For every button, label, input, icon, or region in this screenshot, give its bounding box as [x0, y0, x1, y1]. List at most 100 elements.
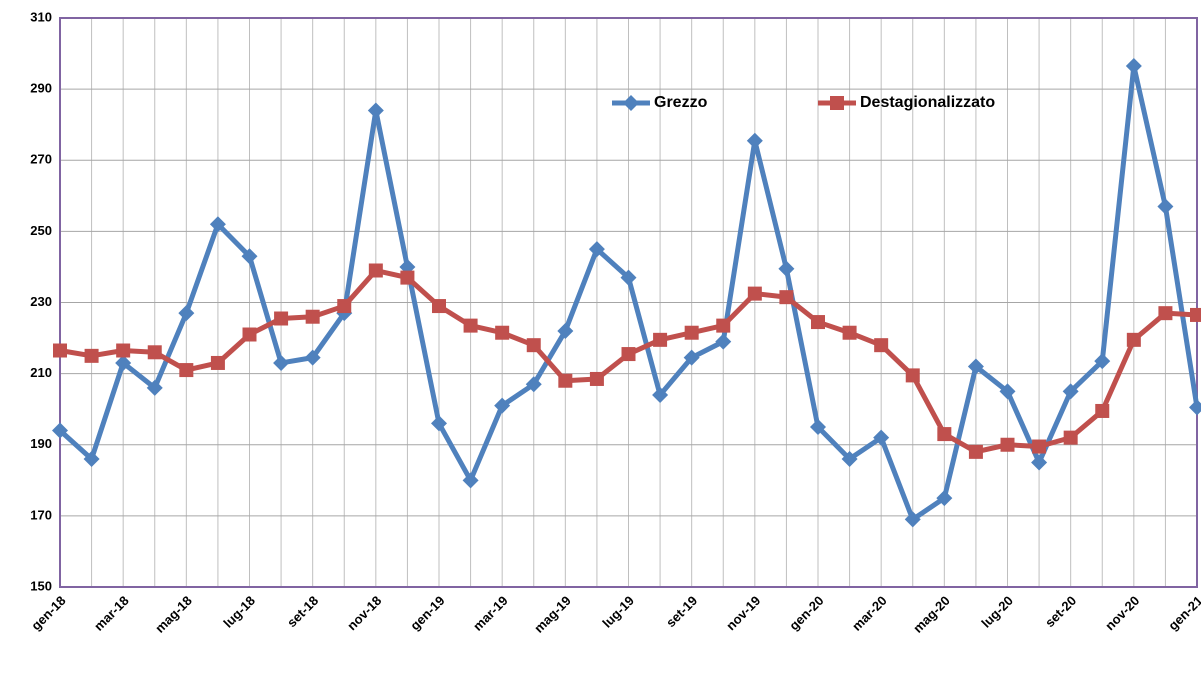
marker — [305, 309, 320, 324]
x-tick-label: gen-21 — [1165, 593, 1201, 633]
marker — [368, 263, 383, 278]
y-tick-label: 210 — [30, 365, 52, 380]
marker — [1094, 353, 1111, 370]
marker — [904, 511, 921, 528]
marker — [842, 325, 857, 340]
marker — [242, 327, 257, 342]
y-tick-label: 270 — [30, 152, 52, 167]
marker — [146, 379, 163, 396]
legend-label: Destagionalizzato — [860, 94, 995, 111]
y-tick-label: 150 — [30, 578, 52, 593]
marker — [1125, 58, 1142, 75]
y-tick-label: 310 — [30, 9, 52, 24]
marker — [652, 386, 669, 403]
marker — [589, 371, 604, 386]
marker — [683, 349, 700, 366]
marker — [53, 343, 67, 358]
marker — [1126, 332, 1141, 347]
marker — [778, 260, 795, 277]
marker — [115, 354, 132, 371]
marker — [178, 305, 195, 322]
marker — [841, 450, 858, 467]
x-tick-label: mag-20 — [910, 593, 953, 636]
marker — [620, 269, 637, 286]
marker — [588, 241, 605, 258]
marker — [937, 427, 952, 442]
x-tick-label: lug-18 — [220, 593, 258, 631]
x-tick-label: gen-19 — [407, 593, 447, 633]
marker — [811, 315, 825, 330]
marker — [84, 348, 99, 363]
marker — [495, 325, 510, 340]
marker — [210, 355, 225, 370]
marker — [810, 418, 826, 435]
x-tick-label: nov-18 — [344, 593, 384, 633]
marker — [746, 132, 763, 149]
marker — [558, 373, 573, 388]
marker — [52, 422, 68, 439]
marker — [179, 363, 194, 378]
marker — [873, 429, 890, 446]
x-tick-label: lug-19 — [599, 593, 637, 631]
marker — [1190, 307, 1201, 322]
marker — [274, 311, 289, 326]
marker — [1032, 439, 1047, 454]
marker — [747, 286, 762, 301]
y-tick-label: 230 — [30, 294, 52, 309]
marker — [241, 248, 258, 265]
marker — [1063, 430, 1078, 445]
marker — [526, 338, 541, 353]
marker — [525, 376, 542, 393]
marker — [905, 368, 920, 383]
marker — [431, 415, 447, 432]
y-tick-label: 290 — [30, 81, 52, 96]
marker — [116, 343, 131, 358]
marker — [1095, 403, 1110, 418]
x-tick-label: gen-18 — [28, 593, 68, 633]
marker — [557, 322, 574, 339]
marker — [432, 299, 446, 314]
marker — [337, 299, 352, 314]
marker — [304, 349, 321, 366]
x-tick-label: mar-20 — [849, 593, 890, 634]
legend-label: Grezzo — [654, 94, 708, 111]
marker — [779, 290, 794, 305]
x-tick-label: mar-19 — [470, 593, 511, 634]
x-tick-label: set-20 — [1042, 593, 1079, 630]
x-tick-label: set-18 — [284, 593, 321, 630]
marker — [1189, 399, 1201, 416]
legend-marker — [623, 95, 639, 111]
marker — [209, 216, 226, 233]
y-tick-label: 250 — [30, 223, 52, 238]
plot-border — [59, 17, 1198, 588]
x-tick-label: lug-20 — [978, 593, 1016, 631]
marker — [273, 354, 290, 371]
marker — [936, 490, 953, 507]
y-tick-label: 190 — [30, 436, 52, 451]
marker — [715, 333, 732, 350]
marker — [684, 325, 699, 340]
marker — [874, 338, 889, 353]
x-tick-label: nov-19 — [723, 593, 763, 633]
marker — [968, 444, 983, 459]
marker — [400, 270, 415, 285]
marker — [621, 347, 636, 362]
marker — [653, 332, 668, 347]
x-tick-label: set-19 — [663, 593, 700, 630]
marker — [1062, 383, 1079, 400]
marker — [83, 450, 100, 467]
legend-marker — [830, 96, 844, 110]
x-tick-label: gen-20 — [786, 593, 826, 633]
marker — [367, 102, 384, 119]
x-tick-label: mag-18 — [152, 593, 195, 636]
marker — [967, 358, 984, 375]
marker — [999, 383, 1016, 400]
x-tick-label: mag-19 — [531, 593, 574, 636]
y-tick-label: 170 — [30, 507, 52, 522]
marker — [1158, 306, 1173, 321]
marker — [147, 345, 162, 360]
marker — [462, 472, 479, 489]
marker — [1031, 454, 1048, 471]
x-tick-label: mar-18 — [91, 593, 132, 634]
